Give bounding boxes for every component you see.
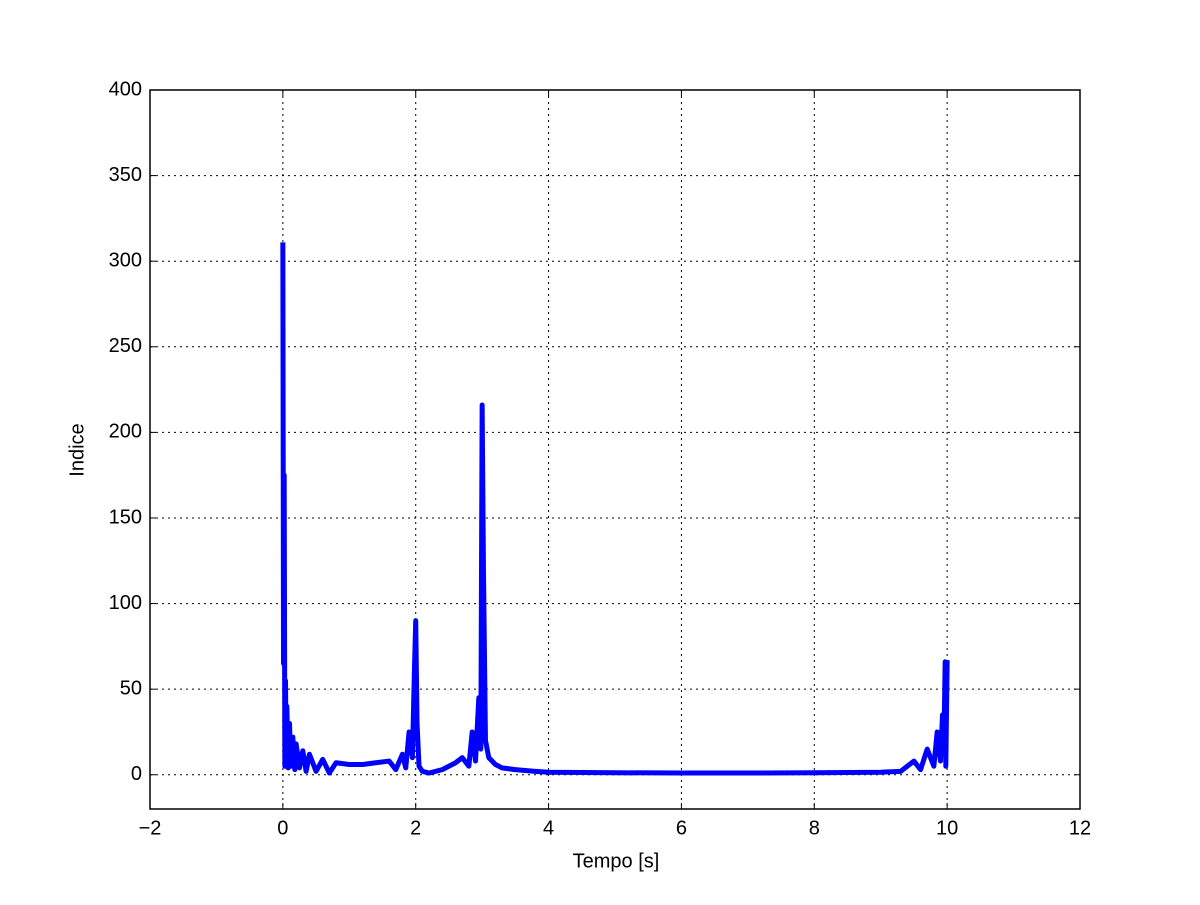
plot-frame — [149, 89, 1081, 810]
y-tick-label: 100 — [109, 592, 142, 614]
x-tick-label: 10 — [936, 817, 958, 839]
y-tick-label: 350 — [109, 164, 142, 186]
x-tick-label: 0 — [277, 817, 288, 839]
y-tick-label: 50 — [120, 677, 142, 699]
x-tick-label: −2 — [139, 817, 162, 839]
y-tick-label: 200 — [109, 421, 142, 443]
y-axis-label: Indice — [66, 423, 88, 476]
data-line — [280, 242, 950, 776]
y-tick-label: 300 — [109, 249, 142, 271]
x-tick-label: 8 — [809, 817, 820, 839]
x-tick-label: 4 — [543, 817, 554, 839]
y-tick-label: 400 — [109, 78, 142, 100]
y-tick-label: 150 — [109, 506, 142, 528]
y-tick-label: 0 — [131, 763, 142, 785]
y-tick-label: 250 — [109, 335, 142, 357]
x-tick-label: 12 — [1069, 817, 1091, 839]
x-axis-label: Tempo [s] — [573, 850, 660, 872]
x-tick-label: 6 — [676, 817, 687, 839]
x-tick-label: 2 — [410, 817, 421, 839]
